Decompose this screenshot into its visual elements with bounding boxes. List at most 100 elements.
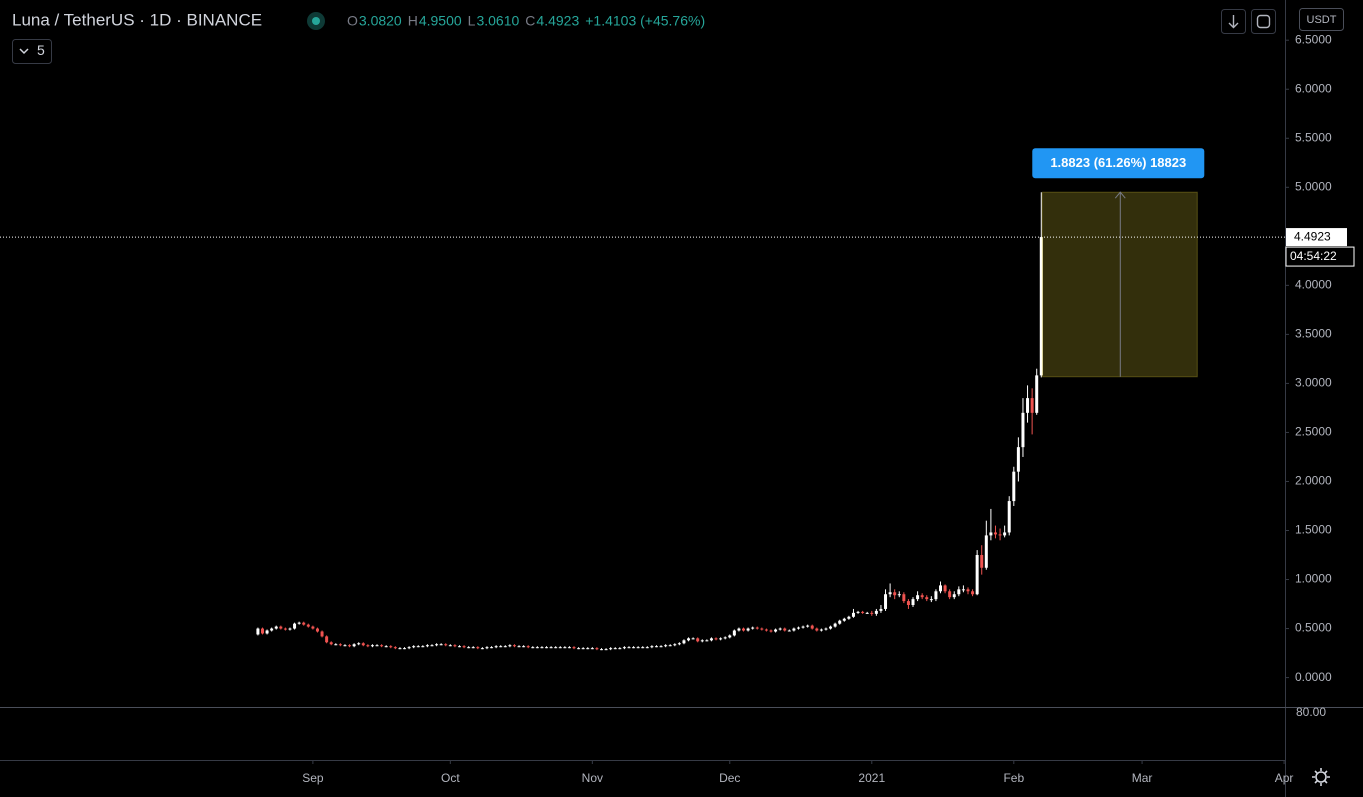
candle-body [380, 645, 384, 647]
candle-body [810, 625, 814, 629]
candle-body [920, 595, 924, 598]
candle-body [522, 646, 526, 648]
legend-change: +1.4103 (+45.76%) [585, 13, 705, 29]
candle-body [425, 645, 429, 647]
candle-body [444, 644, 448, 646]
candle-body [512, 645, 516, 647]
candle-body [618, 648, 622, 650]
candle-body [439, 644, 443, 646]
y-tick-label: 4.0000 [1295, 278, 1332, 292]
last-price-label: 4.4923 [1294, 230, 1331, 244]
candle-body [829, 626, 833, 629]
lower-pane-tick: 80.00 [1296, 705, 1326, 719]
indicators-button[interactable] [12, 39, 52, 64]
candle-body [641, 647, 645, 649]
y-tick-label: 6.5000 [1295, 32, 1332, 46]
legend-value: 4.9500 [419, 13, 462, 29]
candle-body [709, 638, 713, 641]
candle-body [700, 640, 704, 642]
candle-body [393, 647, 397, 649]
candle-body [1026, 398, 1030, 413]
candle-body [554, 647, 558, 649]
candle-body [911, 599, 915, 606]
candle-body [833, 623, 837, 627]
candle-body [925, 597, 929, 600]
candle-body [627, 647, 631, 649]
candle-body [897, 594, 901, 596]
candle-body [737, 628, 741, 631]
candle-body [577, 648, 581, 650]
candle-body [403, 648, 407, 650]
candle-body [755, 627, 759, 629]
x-tick-label: Feb [1003, 771, 1024, 785]
candle-body [348, 645, 352, 647]
measure-label: 1.8823 (61.26%) 18823 [1050, 155, 1186, 170]
y-tick-label: 0.5000 [1295, 621, 1332, 635]
candle-body [906, 601, 910, 606]
fullscreen-button[interactable] [1251, 9, 1276, 34]
candle-body [622, 647, 626, 649]
last-price-box [1286, 228, 1347, 247]
candle-body [407, 647, 411, 649]
candle-body [874, 610, 878, 614]
candle-body [966, 589, 970, 592]
candle-body [879, 608, 883, 611]
candle-body [453, 645, 457, 647]
x-tick-label: Nov [582, 771, 603, 785]
candle-body [609, 648, 613, 650]
candle-body [764, 629, 768, 631]
candle-body [357, 643, 361, 645]
candle-body [499, 646, 503, 648]
candle-body [480, 648, 484, 650]
currency-button[interactable] [1299, 8, 1344, 31]
status-dot [312, 17, 320, 25]
candle-body [503, 646, 507, 648]
candle-body [329, 642, 333, 645]
candle-body [851, 612, 855, 617]
candle-body [993, 532, 997, 535]
candle-body [824, 628, 828, 630]
candle-body [590, 648, 594, 650]
symbol-title: Luna / TetherUS · 1D · BINANCE [12, 10, 262, 29]
candle-body [572, 647, 576, 649]
candle-body [558, 647, 562, 649]
candle-body [719, 638, 723, 640]
candle-body [943, 585, 947, 592]
candle-body [1012, 471, 1016, 502]
countdown-label: 04:54:22 [1290, 249, 1337, 263]
candle-body [435, 644, 439, 646]
candle-body [370, 645, 374, 647]
candle-body [902, 594, 906, 602]
candle-body [714, 638, 718, 640]
candle-body [916, 595, 920, 600]
settings-icon[interactable] [1315, 771, 1327, 783]
candle-body [467, 647, 471, 649]
candle-body [320, 631, 324, 637]
candle-body [338, 644, 342, 646]
legend-key: C [525, 13, 535, 29]
indicators-toggle[interactable]: 5 [12, 39, 52, 64]
chevron-icon [19, 48, 29, 55]
candle-body [975, 555, 979, 595]
candle-body [283, 628, 287, 630]
candle-body [586, 648, 590, 650]
candle-body [948, 591, 952, 598]
candle-body [751, 627, 755, 629]
candle-body [861, 611, 865, 613]
candle-body [375, 645, 379, 647]
candle-body [581, 648, 585, 650]
candle-body [384, 646, 388, 648]
candle-body [256, 628, 260, 635]
candle-body [1021, 412, 1025, 448]
candle-body [728, 635, 732, 638]
candle-body [490, 647, 494, 649]
candle-body [595, 648, 599, 650]
legend-value: 3.0820 [359, 13, 402, 29]
candle-body [723, 637, 727, 639]
candle-body [806, 625, 810, 627]
candle-body [421, 646, 425, 648]
plot: 1.8823 (61.26%) 18823 [256, 148, 1205, 651]
settings[interactable] [1312, 768, 1330, 786]
